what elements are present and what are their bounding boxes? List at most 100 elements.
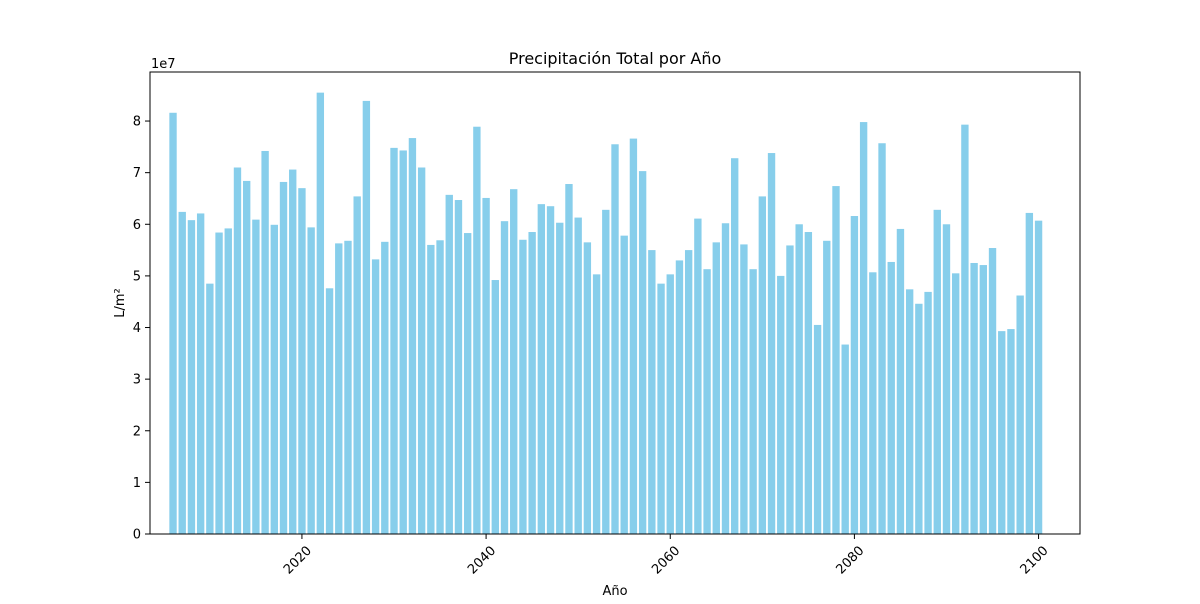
bar-2014	[243, 180, 251, 535]
x-axis-label: Año	[602, 584, 627, 599]
y-tick-label: 6	[133, 218, 141, 233]
bar-2074	[795, 224, 803, 534]
bar-2063	[694, 218, 702, 534]
bar-2050	[574, 217, 582, 534]
bar-2055	[620, 235, 628, 534]
bar-2035	[436, 240, 444, 534]
bar-2042	[500, 221, 509, 534]
bar-2079	[841, 344, 849, 534]
bar-2011	[215, 232, 223, 535]
bar-2010	[206, 283, 214, 534]
bar-2026	[353, 196, 361, 534]
y-tick-label: 7	[133, 166, 141, 181]
bar-2075	[804, 232, 813, 534]
bar-2017	[270, 224, 278, 535]
bar-2040	[482, 197, 490, 534]
bar-2068	[740, 244, 748, 534]
y-tick-label: 8	[133, 115, 141, 130]
bar-2089	[933, 209, 941, 534]
bar-2028	[371, 259, 380, 534]
bar-2060	[666, 274, 674, 534]
bar-2084	[887, 261, 895, 534]
bar-2049	[565, 184, 573, 534]
bar-2057	[638, 171, 647, 535]
bar-2034	[427, 244, 435, 534]
bar-2033	[417, 167, 426, 534]
bar-2087	[915, 303, 923, 534]
bar-2091	[952, 273, 960, 534]
bar-2016	[261, 150, 269, 535]
bar-2044	[519, 239, 527, 534]
bar-2052	[592, 274, 601, 534]
y-tick-label: 5	[133, 269, 141, 284]
bar-2031	[399, 150, 407, 534]
chart-title: Precipitación Total por Año	[509, 49, 722, 68]
bar-2054	[611, 144, 619, 534]
bar-2053	[602, 209, 610, 534]
bar-2009	[196, 213, 205, 534]
bar-2018	[279, 181, 288, 534]
bar-2047	[546, 206, 555, 534]
bars-group	[169, 92, 1043, 535]
bar-2025	[344, 240, 352, 535]
bar-2086	[905, 289, 914, 534]
bar-2090	[942, 224, 951, 534]
bar-2081	[859, 122, 868, 534]
bar-2029	[381, 241, 389, 534]
bar-2064	[703, 269, 711, 534]
bar-2080	[850, 216, 859, 534]
bar-2062	[684, 250, 693, 534]
bar-2058	[648, 250, 656, 534]
bar-2071	[767, 153, 776, 535]
x-tick-label: 2060	[649, 543, 683, 577]
bar-2037	[454, 200, 463, 534]
y-axis-offset-label: 1e7	[151, 57, 176, 72]
bar-2096	[998, 331, 1006, 534]
bar-2093	[970, 262, 978, 534]
bar-2019	[289, 169, 297, 534]
bar-2097	[1007, 329, 1015, 534]
bar-2022	[316, 92, 325, 535]
bar-2023	[325, 288, 334, 534]
bar-2008	[187, 220, 196, 534]
y-tick-label: 3	[133, 373, 141, 388]
bar-2046	[537, 204, 546, 534]
x-tick-label: 2040	[465, 543, 499, 577]
bar-2013	[233, 167, 242, 534]
bar-2048	[556, 222, 564, 535]
bar-2065	[712, 242, 720, 534]
bar-2039	[473, 126, 481, 534]
x-tick-label: 2080	[833, 543, 867, 577]
bar-2078	[832, 186, 840, 534]
bar-2072	[777, 275, 785, 534]
bar-2012	[224, 228, 232, 534]
bar-2073	[786, 245, 794, 534]
x-tick-label: 2020	[281, 543, 315, 577]
bar-2043	[510, 189, 518, 534]
y-tick-label: 0	[133, 528, 141, 543]
bar-2020	[298, 188, 306, 534]
bar-2036	[445, 194, 453, 535]
bar-2066	[721, 223, 730, 534]
bar-2092	[961, 124, 969, 535]
x-tick-label: 2100	[1018, 543, 1052, 577]
bar-2100	[1034, 220, 1043, 535]
bar-2098	[1016, 295, 1024, 534]
bar-2070	[758, 196, 767, 534]
bar-2077	[823, 240, 831, 535]
bar-2045	[528, 232, 536, 534]
bar-2099	[1025, 212, 1034, 535]
bar-2038	[463, 233, 472, 535]
bar-2085	[896, 228, 905, 534]
bar-2024	[335, 243, 343, 534]
bar-2059	[657, 283, 665, 534]
bar-2032	[408, 138, 417, 534]
bar-2056	[629, 138, 638, 534]
bar-2083	[878, 143, 886, 535]
y-tick-label: 2	[133, 424, 141, 439]
bar-2094	[979, 265, 987, 534]
bar-2041	[491, 280, 499, 534]
bar-2015	[252, 219, 260, 534]
